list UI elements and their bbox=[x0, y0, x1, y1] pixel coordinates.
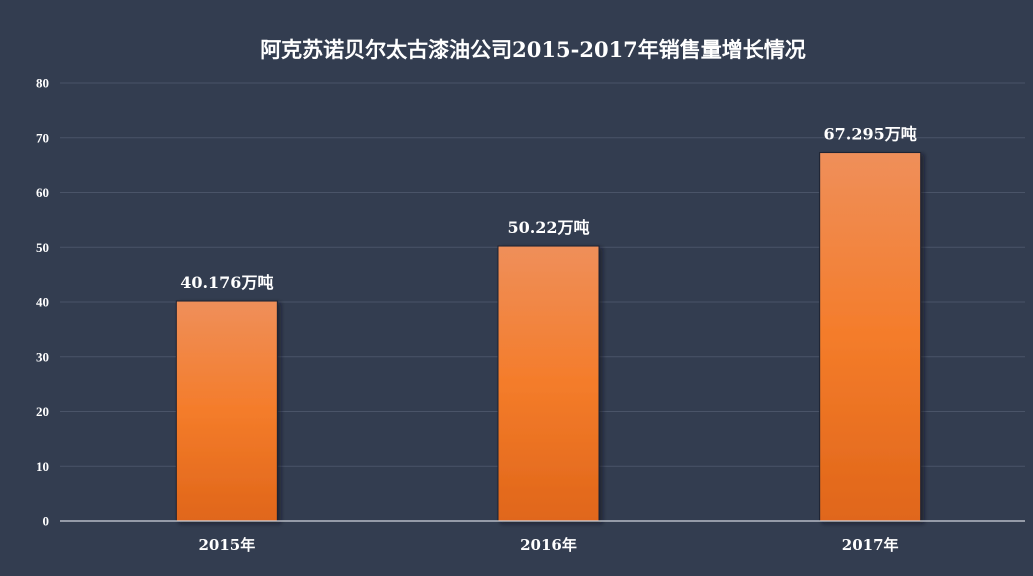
x-tick-label: 2016年 bbox=[520, 536, 577, 554]
data-label-2: 50.22万吨 bbox=[507, 218, 589, 237]
data-label-3: 67.295万吨 bbox=[824, 125, 917, 144]
y-tick-label: 40 bbox=[36, 295, 49, 310]
bar-1 bbox=[175, 300, 278, 522]
y-tick-label: 70 bbox=[36, 130, 49, 145]
y-tick-label: 20 bbox=[36, 404, 49, 419]
bar-2 bbox=[497, 245, 600, 522]
y-tick-label: 10 bbox=[36, 459, 49, 474]
y-tick-label: 0 bbox=[43, 514, 50, 529]
bar-3 bbox=[819, 152, 922, 522]
chart-title: 阿克苏诺贝尔太古漆油公司2015-2017年销售量增长情况 bbox=[260, 37, 806, 62]
x-tick-label: 2017年 bbox=[842, 536, 899, 554]
data-labels: 40.176万吨 50.22万吨 67.295万吨 bbox=[180, 125, 917, 292]
y-axis-ticks: 0 10 20 30 40 50 60 70 80 bbox=[36, 76, 49, 529]
bars bbox=[175, 152, 922, 522]
data-label-1: 40.176万吨 bbox=[180, 273, 273, 292]
y-tick-label: 30 bbox=[36, 349, 49, 364]
x-axis-ticks: 2015年 2016年 2017年 bbox=[198, 536, 898, 554]
x-tick-label: 2015年 bbox=[198, 536, 255, 554]
y-tick-label: 80 bbox=[36, 76, 49, 91]
y-tick-label: 60 bbox=[36, 185, 49, 200]
y-tick-label: 50 bbox=[36, 240, 49, 255]
